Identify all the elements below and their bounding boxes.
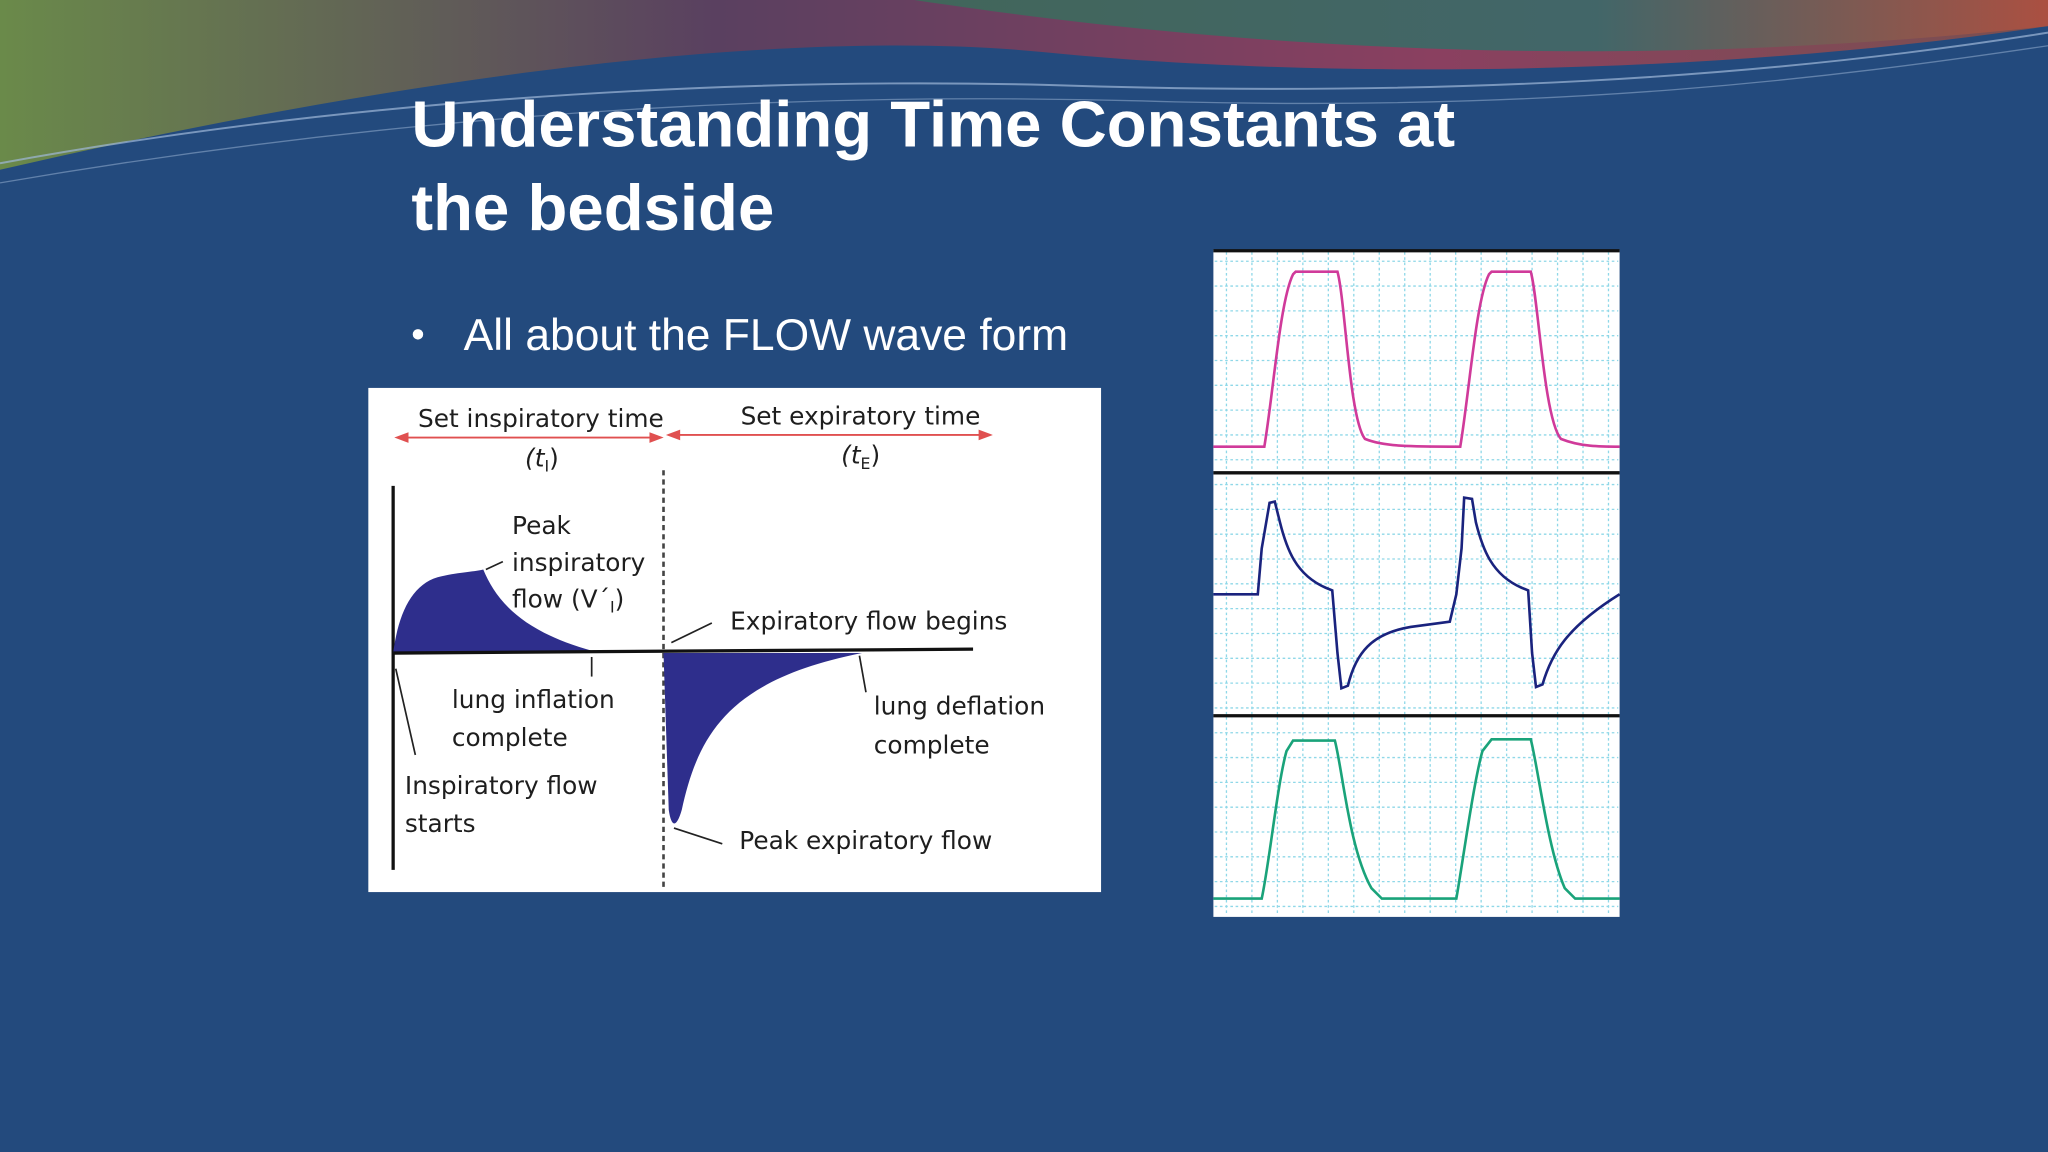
label: Set expiratory time xyxy=(741,401,981,430)
annotation: inspiratory xyxy=(512,548,645,577)
annotation: Expiratory flow begins xyxy=(730,607,1007,636)
label: Set inspiratory time xyxy=(418,404,664,433)
header-wave xyxy=(914,0,2048,52)
flow-trace xyxy=(1213,496,1621,691)
annotation: lung deflation xyxy=(874,691,1045,720)
bullet-text: All about the FLOW wave form xyxy=(464,311,1068,360)
annotation: Inspiratory flow xyxy=(405,771,598,800)
baseline xyxy=(393,647,974,655)
annotation: Peak expiratory flow xyxy=(739,826,992,855)
panel-dividers xyxy=(1213,249,1620,718)
title: Understanding Time Constants at xyxy=(411,87,1455,160)
label: (tE) xyxy=(841,441,880,473)
bullet-dot xyxy=(412,329,424,340)
ventilator-waveforms xyxy=(1213,249,1621,917)
title: the bedside xyxy=(411,171,774,244)
waveform-panel xyxy=(1213,249,1620,917)
header-line xyxy=(0,31,2048,165)
grid xyxy=(1214,252,1619,916)
label: (tI) xyxy=(525,443,559,475)
volume-trace xyxy=(1213,737,1620,900)
annotation: Peak xyxy=(512,511,572,540)
pressure-trace xyxy=(1213,270,1620,449)
annotation: flow (V´I) xyxy=(512,584,624,616)
time-arrows xyxy=(394,429,993,443)
annotation: complete xyxy=(452,723,568,752)
annotation: starts xyxy=(405,809,476,838)
pointers xyxy=(394,560,867,845)
flow-diagram: Set inspiratory time (tI) Set expiratory… xyxy=(368,387,1102,893)
annotation: lung inflation xyxy=(452,685,615,714)
header-line xyxy=(0,45,2048,184)
expiratory-flow xyxy=(663,653,863,824)
inspiratory-flow xyxy=(393,569,601,654)
annotation: complete xyxy=(874,731,990,760)
